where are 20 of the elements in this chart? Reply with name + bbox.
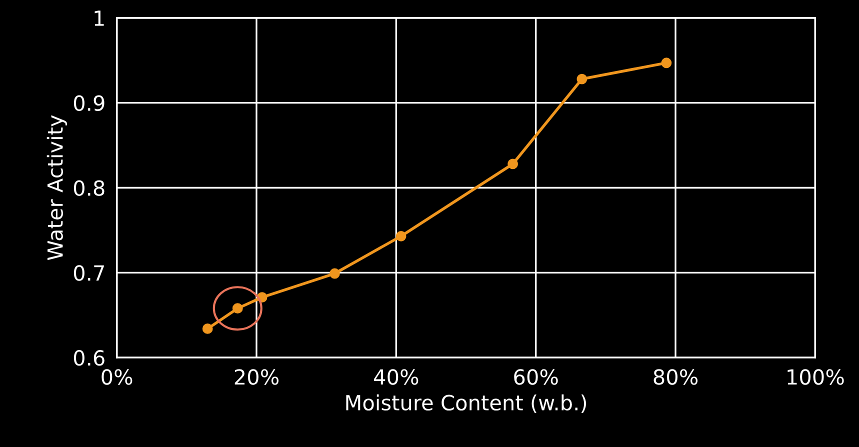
x-tick-label: 20%: [234, 369, 278, 385]
point: [576, 74, 588, 84]
x-tick-label: 60%: [514, 369, 558, 385]
point: [232, 303, 243, 314]
y-tick-label: 1: [94, 10, 104, 26]
y-tick-label: 0.6: [74, 350, 104, 366]
x-tick-label: 100%: [788, 369, 844, 385]
y-tick-label: 0.7: [74, 265, 104, 281]
point: [202, 324, 213, 334]
y-axis-title: Water Activity: [46, 115, 68, 260]
point: [396, 230, 406, 242]
y-tick-label: 0.8: [74, 180, 104, 196]
point: [508, 158, 518, 170]
point: [330, 268, 340, 279]
x-tick-label: 0%: [102, 369, 132, 385]
point: [661, 58, 672, 68]
x-tick-label: 40%: [374, 369, 418, 385]
x-axis-title: Moisture Content (w.b.): [346, 394, 586, 414]
x-tick-label: 80%: [654, 369, 698, 385]
y-tick-label: 0.9: [74, 95, 104, 112]
